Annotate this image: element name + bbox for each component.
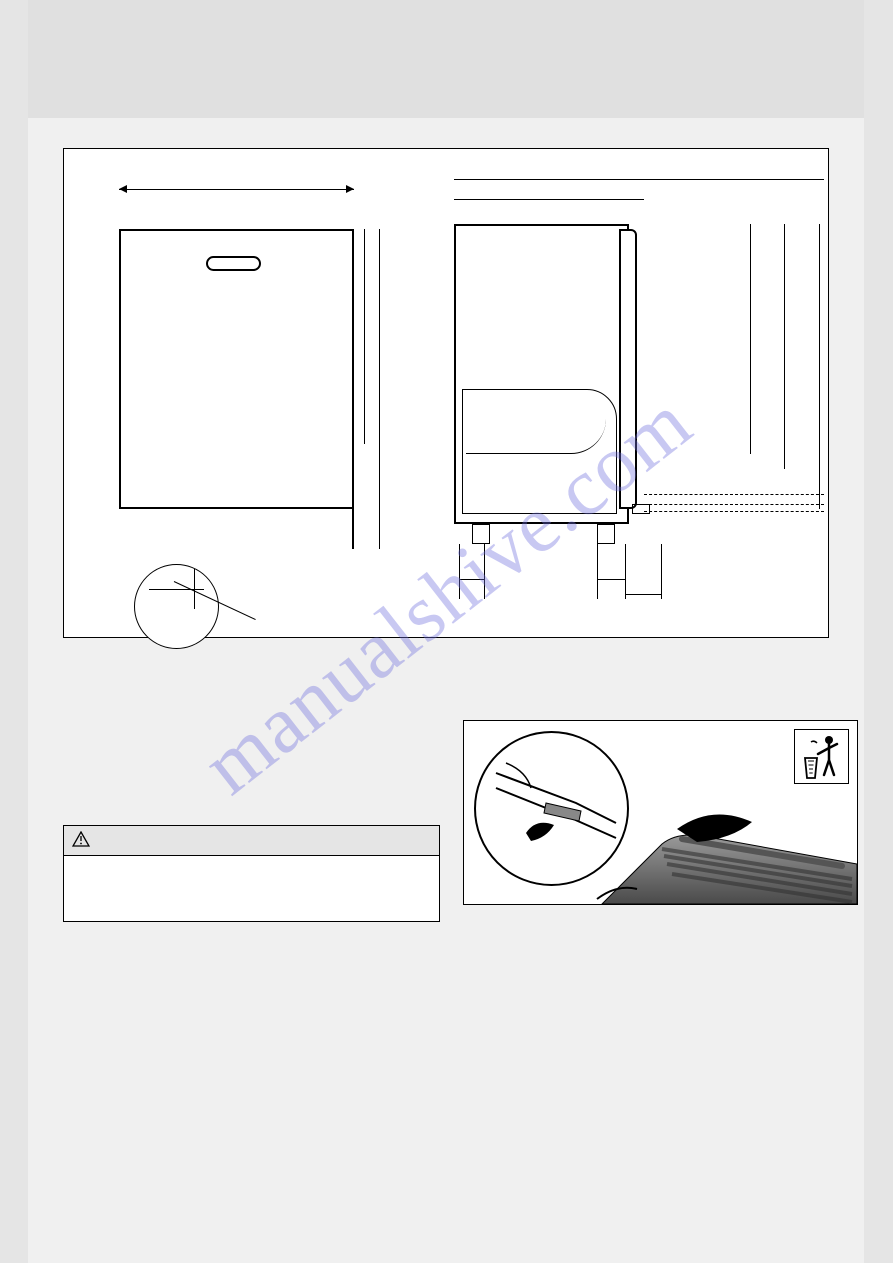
front-width-dimension-line — [119, 189, 354, 190]
warning-header — [64, 826, 439, 856]
page-container — [28, 0, 864, 1263]
packaging-removal-illustration — [463, 720, 858, 905]
dimension-tick — [597, 544, 598, 599]
front-total-height-dimension-line — [379, 229, 380, 549]
dimension-arrow-icon — [346, 185, 354, 193]
appliance-foot-icon — [597, 524, 615, 544]
foot-detail-circle — [134, 564, 219, 649]
side-depth-dimension-line-1 — [454, 179, 824, 180]
header-band — [28, 0, 864, 118]
appliance-front-outline — [119, 229, 354, 509]
side-height-dimension-line-3 — [750, 224, 751, 454]
dashed-guide-line — [644, 511, 824, 512]
warning-body-text — [64, 856, 439, 872]
remove-tab-detail-icon — [476, 733, 629, 886]
appliance-tub-curve — [466, 399, 606, 454]
dimension-tick — [484, 544, 485, 599]
door-handle-icon — [206, 256, 261, 271]
foot-dimension-line — [625, 594, 661, 595]
dimension-tick — [661, 544, 662, 599]
front-elevation-drawing — [119, 229, 354, 554]
appliance-foot-icon — [472, 524, 490, 544]
appliance-plinth — [119, 509, 354, 549]
detail-vertical-line — [194, 569, 195, 609]
foot-dimension-line — [459, 579, 484, 580]
technical-diagram-box — [63, 148, 829, 638]
appliance-door-side — [619, 229, 637, 509]
side-depth-dimension-line-2 — [454, 199, 644, 200]
recycle-person-icon-box — [794, 729, 849, 784]
dashed-guide-line — [644, 494, 824, 495]
warning-triangle-icon — [72, 831, 90, 847]
side-elevation-drawing — [454, 224, 644, 559]
side-height-dimension-line-1 — [819, 224, 820, 509]
warning-info-box — [63, 825, 440, 922]
side-height-dimension-line-2 — [784, 224, 785, 469]
detail-foot-line — [149, 589, 204, 590]
foot-dimension-line — [597, 579, 625, 580]
appliance-hose-stub — [632, 504, 650, 514]
dashed-guide-line — [644, 504, 824, 505]
dimension-tick — [625, 544, 626, 599]
dimension-tick — [459, 544, 460, 599]
dimension-arrow-icon — [119, 185, 127, 193]
detail-zoom-circle — [474, 731, 629, 886]
person-trash-icon — [795, 730, 850, 785]
front-height-dimension-line — [364, 229, 365, 444]
